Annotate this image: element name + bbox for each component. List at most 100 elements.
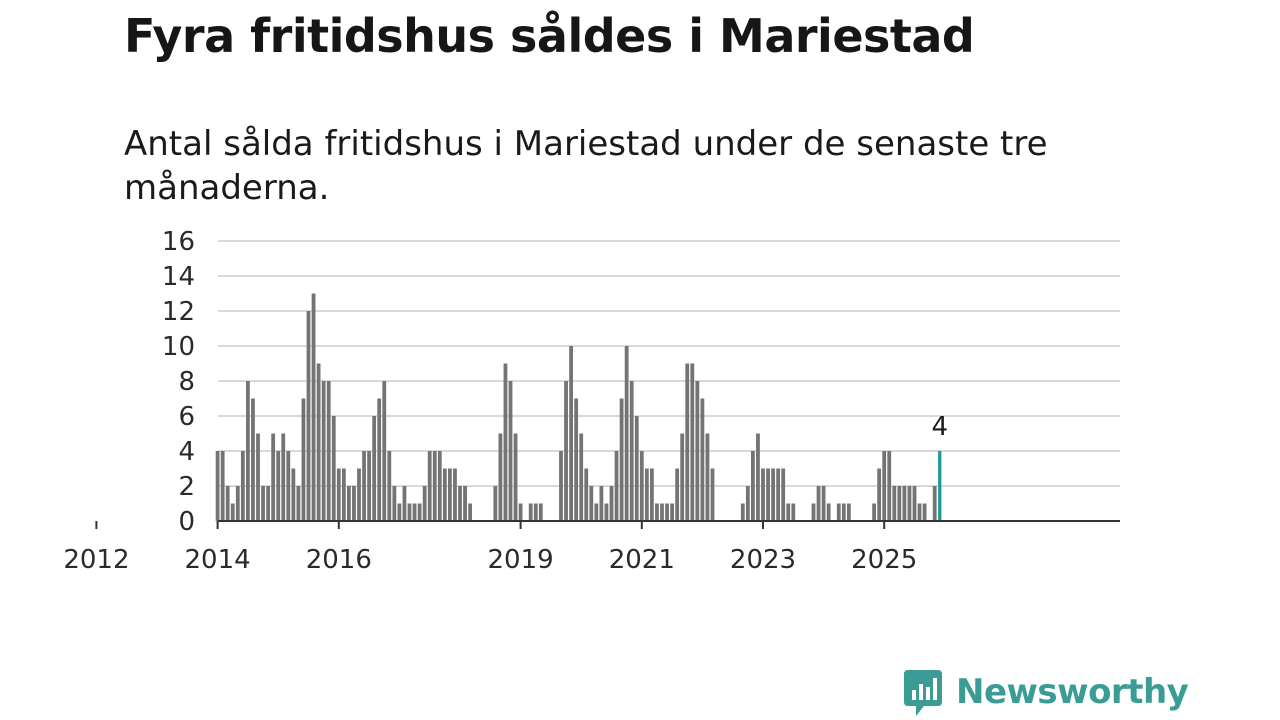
bar xyxy=(781,468,786,521)
bar xyxy=(397,503,402,521)
bar xyxy=(528,503,533,521)
x-tick-label: 2023 xyxy=(730,545,796,575)
bar xyxy=(902,486,907,521)
bar xyxy=(377,398,382,521)
bar xyxy=(498,433,503,521)
bar xyxy=(589,486,594,521)
bar xyxy=(518,503,523,521)
bar xyxy=(463,486,467,521)
bar xyxy=(508,381,513,521)
bar xyxy=(296,486,301,521)
bar xyxy=(624,346,629,521)
bar xyxy=(362,451,366,521)
bar xyxy=(584,468,589,521)
bar xyxy=(382,381,387,521)
bar xyxy=(271,433,276,521)
bar xyxy=(907,486,912,521)
bar xyxy=(740,503,745,521)
bar xyxy=(574,398,579,521)
y-tick-label: 4 xyxy=(178,437,195,467)
bar xyxy=(503,363,508,521)
bar xyxy=(675,468,680,521)
bar xyxy=(367,451,371,521)
bar xyxy=(281,433,286,521)
bar xyxy=(261,486,265,521)
bar xyxy=(458,486,462,521)
bar xyxy=(710,468,715,521)
x-tick-label: 2012 xyxy=(63,545,129,575)
bar xyxy=(225,486,230,521)
bar xyxy=(761,468,765,521)
bar xyxy=(256,433,260,521)
bar xyxy=(493,486,498,521)
y-tick-label: 2 xyxy=(178,472,195,502)
bar xyxy=(846,503,851,521)
bar xyxy=(836,503,841,521)
bar xyxy=(629,381,634,521)
bar xyxy=(690,363,695,521)
bar xyxy=(276,451,281,521)
bar xyxy=(266,486,270,521)
bar xyxy=(402,486,407,521)
bar xyxy=(938,451,942,521)
bar xyxy=(392,486,397,521)
brand-name: Newsworthy xyxy=(956,672,1189,712)
bar xyxy=(644,468,649,521)
y-tick-label: 12 xyxy=(162,297,195,327)
bar xyxy=(579,433,584,521)
y-tick-label: 0 xyxy=(178,507,195,537)
bar xyxy=(771,468,775,521)
bar xyxy=(650,468,654,521)
bar xyxy=(932,486,937,521)
chart-subtitle: Antal sålda fritidshus i Mariestad under… xyxy=(124,124,1048,208)
bar xyxy=(872,503,876,521)
bar xyxy=(685,363,690,521)
bar xyxy=(417,503,422,521)
bar xyxy=(352,486,356,521)
bar xyxy=(432,451,437,521)
bar xyxy=(695,381,700,521)
bar xyxy=(240,451,245,521)
bar xyxy=(655,503,659,521)
bar xyxy=(660,503,664,521)
bar xyxy=(412,503,417,521)
bar xyxy=(594,503,599,521)
bar xyxy=(922,503,927,521)
bar xyxy=(751,451,755,521)
bar xyxy=(811,503,816,521)
bar xyxy=(341,468,346,521)
y-tick-label: 14 xyxy=(162,262,195,292)
x-tick-label: 2016 xyxy=(306,545,372,575)
bar xyxy=(816,486,821,521)
bar xyxy=(407,503,412,521)
bar xyxy=(251,398,255,521)
bar xyxy=(892,486,897,521)
bar xyxy=(533,503,538,521)
bar xyxy=(745,486,750,521)
bar xyxy=(766,468,770,521)
last-value-label: 4 xyxy=(931,412,948,442)
bar xyxy=(665,503,669,521)
bar xyxy=(634,416,639,521)
bar xyxy=(912,486,917,521)
bar xyxy=(569,346,573,521)
bar xyxy=(680,433,685,521)
bar xyxy=(215,451,220,521)
y-tick-label: 6 xyxy=(178,402,195,432)
bar xyxy=(321,381,326,521)
bar xyxy=(639,451,644,521)
bar xyxy=(387,451,392,521)
bar xyxy=(917,503,922,521)
bar xyxy=(306,311,311,521)
bar xyxy=(897,486,902,521)
bar xyxy=(821,486,826,521)
bar xyxy=(614,451,619,521)
bar xyxy=(246,381,250,521)
bar xyxy=(326,381,331,521)
x-tick-label: 2025 xyxy=(851,545,917,575)
bar xyxy=(448,468,452,521)
bar xyxy=(564,381,568,521)
bar xyxy=(331,416,336,521)
bar xyxy=(311,293,316,521)
bar xyxy=(756,433,760,521)
